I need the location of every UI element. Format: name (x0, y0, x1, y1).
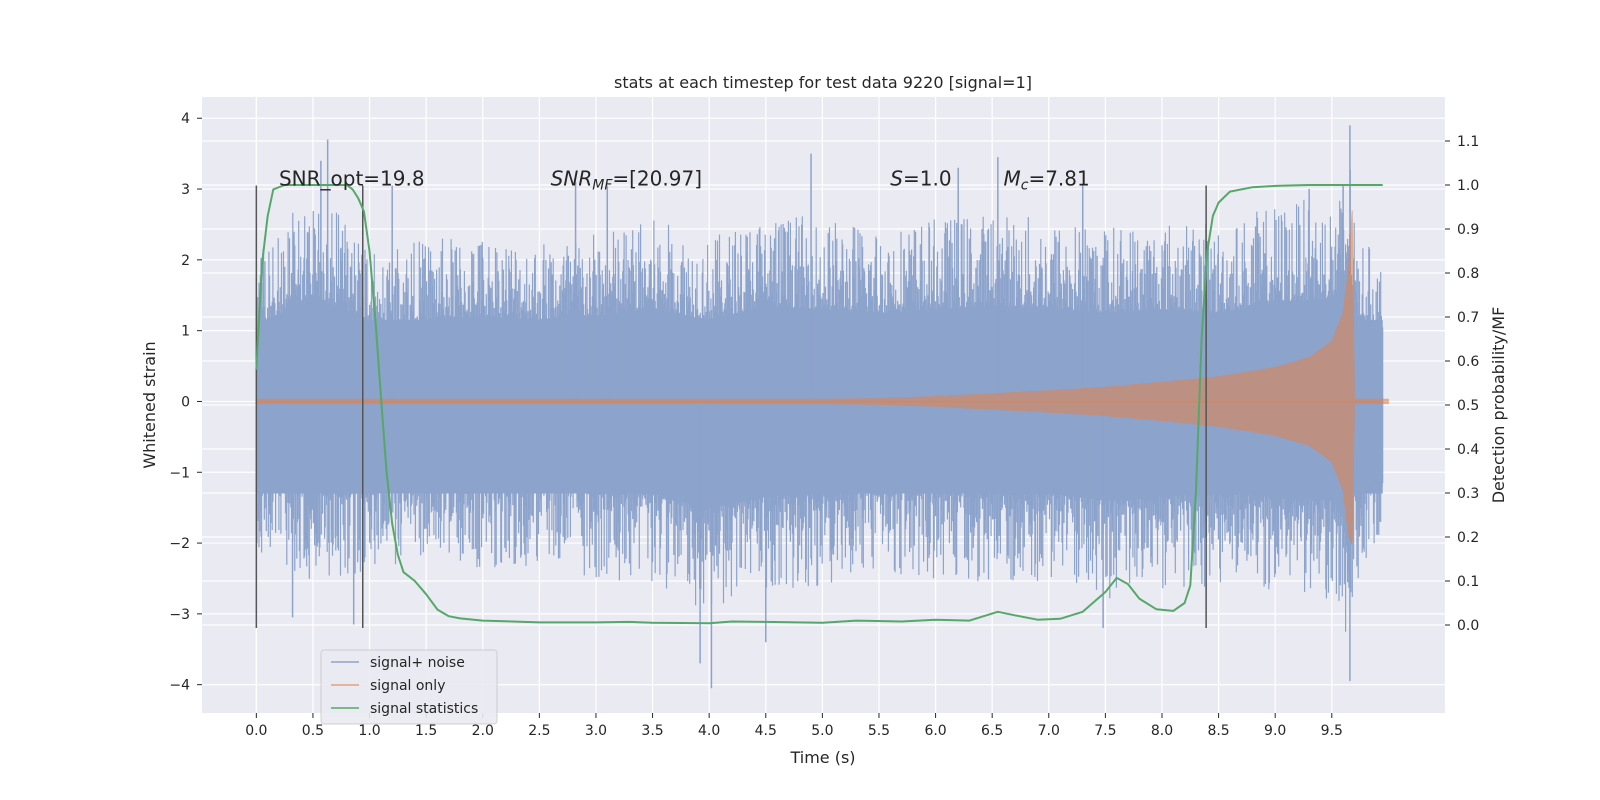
y-axis-left-ticks: −4 −3 −2 −1 0 1 2 3 4 (169, 111, 202, 694)
annotation-3-part-2: =7.81 (1028, 167, 1089, 191)
y-left-tick-label-2: −2 (169, 536, 190, 552)
x-tick-label-16: 8.0 (1151, 723, 1173, 739)
y-left-tick-label-1: −3 (169, 607, 190, 623)
annotation-0-part-0: SNR_opt=19.8 (279, 167, 425, 191)
x-tick-label-19: 9.5 (1321, 723, 1343, 739)
x-tick-label-10: 5.0 (811, 723, 833, 739)
x-tick-label-1: 0.5 (302, 723, 324, 739)
legend-label-signal-noise: signal+ noise (370, 655, 465, 671)
x-tick-label-3: 1.5 (415, 723, 437, 739)
x-tick-label-6: 3.0 (585, 723, 607, 739)
y-right-tick-label-9: 0.9 (1457, 222, 1479, 238)
annotation-0: SNR_opt=19.8 (279, 167, 425, 191)
x-tick-label-12: 6.0 (924, 723, 946, 739)
y-right-tick-label-3: 0.3 (1457, 486, 1479, 502)
x-tick-label-15: 7.5 (1094, 723, 1116, 739)
x-axis-label: Time (s) (789, 748, 855, 767)
annotation-1-part-0: SNR (551, 167, 593, 191)
x-tick-label-9: 4.5 (755, 723, 777, 739)
y-right-tick-label-7: 0.7 (1457, 310, 1479, 326)
annotation-2-part-0: S (890, 167, 903, 191)
y-right-tick-label-6: 0.6 (1457, 354, 1479, 370)
x-axis-ticks: 0.0 0.5 1.0 1.5 2.0 2.5 3.0 3.5 4.0 4.5 5.0 5.5 6.0 6… (245, 713, 1343, 739)
annotation-3-part-1: c (1021, 178, 1029, 194)
x-tick-label-4: 2.0 (472, 723, 494, 739)
y-right-tick-label-4: 0.4 (1457, 442, 1479, 458)
x-tick-label-8: 4.0 (698, 723, 720, 739)
series-signal-statistics (255, 184, 1383, 625)
legend-box (320, 649, 498, 725)
y-right-tick-label-10: 1.0 (1457, 178, 1479, 194)
y-right-tick-label-1: 0.1 (1457, 574, 1479, 590)
y-right-tick-label-0: 0.0 (1457, 618, 1479, 634)
x-tick-label-5: 2.5 (528, 723, 550, 739)
annotation-2-part-1: =1.0 (903, 167, 952, 191)
y-right-tick-label-5: 0.5 (1457, 398, 1479, 414)
annotation-3-part-0: M (1003, 167, 1020, 191)
annotation-1-part-1: MF (592, 178, 613, 194)
y-left-tick-label-8: 4 (181, 111, 190, 127)
y-left-tick-label-0: −4 (169, 678, 190, 694)
x-tick-label-0: 0.0 (245, 723, 267, 739)
annotation-1-part-2: =[20.97] (612, 167, 702, 191)
annotation-2: S=1.0 (890, 167, 951, 191)
x-tick-label-11: 5.5 (868, 723, 890, 739)
y-axis-right-label: Detection probability/MF (1489, 307, 1508, 504)
signal-statistics-line (255, 184, 1383, 625)
y-left-tick-label-4: 0 (181, 394, 190, 410)
signal-only-envelope (255, 210, 1389, 544)
y-left-tick-label-5: 1 (181, 324, 190, 340)
chart-title: stats at each timestep for test data 922… (614, 73, 1032, 92)
legend: signal+ noise signal only signal statist… (320, 649, 498, 725)
x-tick-label-7: 3.5 (641, 723, 663, 739)
x-tick-label-18: 9.0 (1264, 723, 1286, 739)
annotation-3: Mc=7.81 (1003, 167, 1089, 194)
x-tick-label-2: 1.0 (358, 723, 380, 739)
x-tick-label-17: 8.5 (1207, 723, 1229, 739)
y-right-tick-label-2: 0.2 (1457, 530, 1479, 546)
legend-label-signal-statistics: signal statistics (370, 701, 478, 717)
y-axis-left-label: Whitened strain (140, 341, 159, 468)
y-axis-right-ticks: 0.0 0.1 0.2 0.3 0.4 0.5 0.6 0.7 0.8 0.9 1.0 1.1 (1445, 134, 1479, 634)
annotations: SNR_opt=19.8 SNRMF=[20.97] S=1.0 Mc=7.81 (279, 167, 1090, 194)
y-right-tick-label-8: 0.8 (1457, 266, 1479, 282)
y-left-tick-label-6: 2 (181, 253, 190, 269)
series-signal-only (255, 210, 1389, 544)
x-tick-label-13: 6.5 (981, 723, 1003, 739)
y-right-tick-label-11: 1.1 (1457, 134, 1479, 150)
y-left-tick-label-7: 3 (181, 182, 190, 198)
legend-label-signal-only: signal only (370, 678, 445, 694)
x-tick-label-14: 7.0 (1038, 723, 1060, 739)
annotation-1: SNRMF=[20.97] (551, 167, 702, 194)
y-left-tick-label-3: −1 (169, 465, 190, 481)
